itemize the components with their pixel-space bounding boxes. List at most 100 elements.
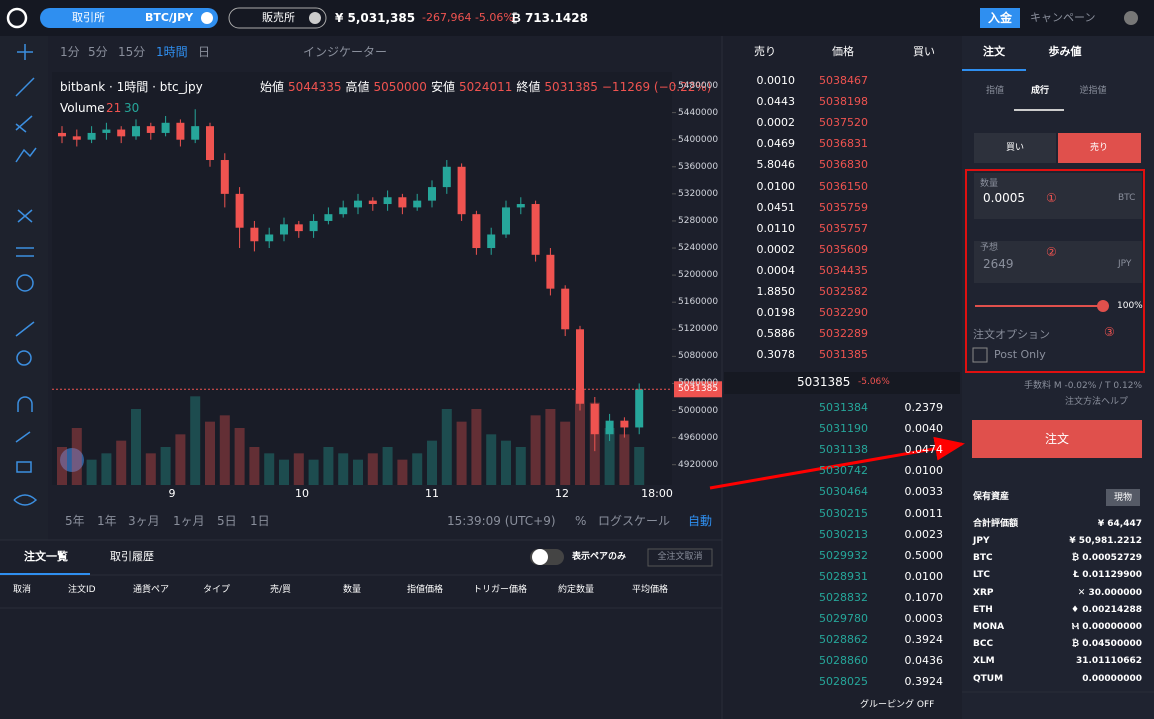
legend-label: 終値 <box>516 80 541 94</box>
order-type[interactable]: 成行 <box>1030 86 1050 96</box>
ask-price: 5036831 <box>819 137 868 151</box>
exchange[interactable]: 取引所 <box>72 11 105 24</box>
candle-body <box>487 234 496 249</box>
ask-amount: 1.8850 <box>756 285 796 298</box>
asset-name: MONA <box>973 622 1005 632</box>
range-button[interactable]: 1年 <box>97 514 117 528</box>
annotation: ① <box>1046 191 1057 205</box>
clock: 15:39:09 (UTC+9) <box>447 514 556 528</box>
volume-bar <box>279 459 289 485</box>
log-toggle[interactable]: ログスケール <box>598 514 671 528</box>
candle-body <box>398 197 407 208</box>
dropdown[interactable] <box>309 12 321 24</box>
pair[interactable]: BTC/JPY <box>145 11 194 24</box>
volume-bar <box>441 409 452 485</box>
y-tick-label: 5320000 <box>678 188 719 199</box>
interval[interactable]: 15分 <box>118 45 146 59</box>
bid-price: 5030742 <box>819 464 868 478</box>
asset-amount: ₿ 0.04500000 <box>1071 639 1142 650</box>
percent-toggle[interactable]: % <box>575 514 587 528</box>
toggle-knob[interactable] <box>532 549 548 565</box>
range-button[interactable]: 5日 <box>217 514 237 528</box>
dropdown[interactable] <box>201 12 213 24</box>
submit-button[interactable] <box>972 420 1142 458</box>
deposit[interactable]: 入金 <box>987 11 1013 25</box>
order-type[interactable]: 指値 <box>985 86 1005 96</box>
candle-body <box>354 200 362 208</box>
change: -267,964 -5.06% <box>422 11 514 24</box>
bid-amount: 0.0033 <box>904 485 944 499</box>
shop-pill[interactable] <box>228 7 327 29</box>
tab-button[interactable] <box>1106 489 1140 506</box>
cancel-all[interactable]: 全注文取消 <box>657 552 703 562</box>
asset-amount: Ł 0.01129900 <box>1073 570 1142 581</box>
slider-knob[interactable] <box>1097 300 1109 312</box>
volume-bar <box>353 459 363 485</box>
deposit-button[interactable] <box>980 8 1020 28</box>
volume-bar <box>382 447 393 485</box>
volume-bar <box>205 421 215 485</box>
tab[interactable]: 注文一覧 <box>24 550 68 563</box>
campaign[interactable]: キャンペーン <box>1030 11 1096 24</box>
interval[interactable]: 1時間 <box>156 45 188 59</box>
sell-button[interactable] <box>1058 133 1141 163</box>
grouping[interactable]: グルーピング OFF <box>860 700 935 710</box>
help[interactable]: 注文方法ヘルプ <box>1064 397 1128 407</box>
highlight-box <box>965 169 1145 373</box>
logo <box>6 7 28 29</box>
y-tick-label: 5040000 <box>678 378 719 389</box>
candle-body <box>235 193 244 228</box>
range-button[interactable]: 1日 <box>250 514 270 528</box>
asset-amount: ¥ 50,981.2212 <box>1069 536 1142 546</box>
assets-tab[interactable]: 現物 <box>1113 493 1133 503</box>
volume-bar <box>501 440 511 485</box>
bid-amount: 0.0436 <box>904 654 944 668</box>
interval[interactable]: 日 <box>198 45 211 59</box>
interval[interactable]: 5分 <box>88 45 108 59</box>
help-icon[interactable] <box>1124 11 1138 25</box>
range-button[interactable]: 1ヶ月 <box>173 514 205 528</box>
post-only[interactable]: Post Only <box>994 348 1046 361</box>
range-button[interactable]: 3ヶ月 <box>128 514 160 528</box>
tab[interactable]: 歩み値 <box>1048 45 1082 58</box>
book-header: 売り <box>754 45 776 58</box>
annotation: ③ <box>1104 325 1115 339</box>
tab[interactable]: 取引履歴 <box>110 550 154 563</box>
buy[interactable]: 買い <box>1005 143 1025 153</box>
last-price-label: 5031385 <box>678 384 719 395</box>
asset-name: BCC <box>973 639 994 650</box>
volume-bar <box>575 390 585 485</box>
submit[interactable]: 注文 <box>1044 432 1070 446</box>
checkbox[interactable] <box>972 347 988 363</box>
exchange-pill[interactable] <box>40 8 218 28</box>
column-header: 平均価格 <box>632 585 669 595</box>
bid-amount: 0.1070 <box>904 590 944 604</box>
auto-toggle[interactable]: 自動 <box>688 514 713 528</box>
ask-amount: 5.8046 <box>756 158 796 172</box>
book-header: 価格 <box>832 45 854 58</box>
legend-label: 高値 <box>345 80 370 94</box>
candle-body <box>309 220 318 232</box>
ask-price: 5035759 <box>819 200 868 214</box>
buy-button[interactable] <box>974 133 1056 163</box>
qty-value[interactable]: 0.0005 <box>983 191 1025 205</box>
indicator[interactable]: インジケーター <box>303 45 388 59</box>
tool-icons[interactable] <box>13 44 38 506</box>
cancel-all-button[interactable] <box>647 548 713 567</box>
range-button[interactable]: 5年 <box>65 514 85 528</box>
candle-body <box>502 207 510 235</box>
sell[interactable]: 売り <box>1089 143 1109 153</box>
interval[interactable]: 1分 <box>60 45 80 59</box>
asset-amount: ✕ 30.000000 <box>1077 587 1142 598</box>
qty-field[interactable] <box>974 173 1142 219</box>
volume-bar <box>634 447 645 485</box>
ask-price: 5032289 <box>819 327 868 341</box>
est-value: 2649 <box>983 257 1014 271</box>
order-type[interactable]: 逆指値 <box>1079 86 1107 96</box>
y-tick-label: 5240000 <box>678 243 719 254</box>
candle-body <box>413 200 422 208</box>
legend-value: 5050000 <box>373 80 427 94</box>
column-header: 取消 <box>13 585 32 595</box>
shop[interactable]: 販売所 <box>262 11 295 24</box>
tab[interactable]: 注文 <box>983 45 1005 58</box>
